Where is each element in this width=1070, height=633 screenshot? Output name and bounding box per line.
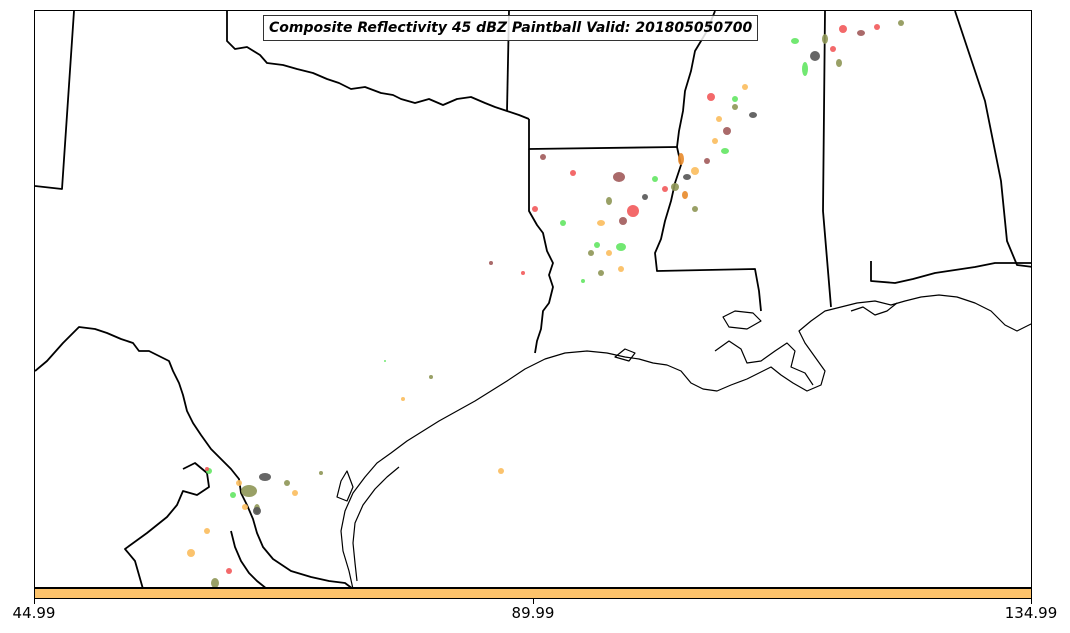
storm-cell bbox=[581, 279, 585, 283]
storm-cell bbox=[682, 191, 688, 199]
storm-cell bbox=[230, 492, 236, 498]
border-nm-tx bbox=[35, 11, 75, 190]
storm-cell bbox=[521, 271, 525, 275]
storm-cell bbox=[619, 217, 627, 225]
colorbar-tick-label-1: 89.99 bbox=[511, 604, 555, 622]
state-borders bbox=[35, 11, 1031, 587]
storm-cell bbox=[652, 176, 658, 182]
storm-cell bbox=[588, 250, 594, 256]
storm-cell bbox=[211, 578, 219, 587]
storm-cell bbox=[597, 220, 605, 226]
border-al-fl bbox=[870, 261, 1031, 284]
border-mexico-states-2 bbox=[230, 530, 266, 587]
storm-cell bbox=[606, 250, 612, 256]
storm-cell bbox=[732, 104, 738, 110]
map-title: Composite Reflectivity 45 dBZ Paintball … bbox=[263, 15, 759, 41]
storm-cell bbox=[704, 158, 710, 164]
storm-cell bbox=[204, 528, 210, 534]
storm-cell bbox=[401, 397, 405, 401]
storm-cell bbox=[613, 172, 625, 182]
storm-cell bbox=[292, 490, 298, 496]
border-ms-al bbox=[822, 11, 832, 308]
storm-cell bbox=[284, 480, 290, 486]
storm-cell bbox=[187, 549, 195, 557]
border-rio-grande bbox=[35, 326, 352, 587]
colorbar bbox=[34, 588, 1032, 599]
storm-cell bbox=[742, 84, 748, 90]
border-mississippi bbox=[654, 11, 762, 312]
storm-cell bbox=[857, 30, 865, 36]
storm-cell bbox=[242, 504, 248, 510]
border-al-ga bbox=[954, 11, 1031, 268]
storm-cell bbox=[429, 375, 433, 379]
map-panel bbox=[34, 10, 1032, 588]
coast-lake bbox=[722, 310, 762, 330]
storm-cell bbox=[749, 112, 757, 118]
storm-cell bbox=[791, 38, 799, 44]
storm-cell bbox=[723, 127, 731, 135]
storm-cell bbox=[616, 243, 626, 251]
storm-cell bbox=[226, 568, 232, 574]
storm-cell bbox=[662, 186, 668, 192]
coast-fl-bay bbox=[850, 302, 898, 316]
storm-cell bbox=[716, 116, 722, 122]
storm-cell bbox=[205, 467, 209, 471]
map-canvas bbox=[35, 11, 1031, 587]
storm-cell bbox=[618, 266, 624, 272]
coast-delta bbox=[714, 340, 814, 386]
storm-cell bbox=[874, 24, 880, 30]
coast-barrier bbox=[352, 466, 400, 582]
storm-cell bbox=[721, 148, 729, 154]
colorbar-tick-0 bbox=[34, 599, 35, 604]
colorbar-tick-label-2: 134.99 bbox=[1004, 604, 1058, 622]
storm-cell bbox=[498, 468, 504, 474]
border-tx-la bbox=[528, 149, 554, 354]
storm-cell bbox=[236, 480, 242, 486]
border-mexico-states bbox=[124, 462, 210, 587]
storm-cell bbox=[802, 62, 808, 76]
storm-cell bbox=[683, 174, 691, 180]
storm-cell bbox=[678, 153, 684, 165]
storm-cell bbox=[810, 51, 820, 61]
storm-cell bbox=[606, 197, 612, 205]
storm-cell bbox=[839, 25, 847, 33]
colorbar-tick-1 bbox=[533, 599, 534, 604]
colorbar-tick-2 bbox=[1031, 599, 1032, 604]
storm-cell bbox=[822, 34, 828, 44]
storm-cell bbox=[691, 167, 699, 175]
storm-cell bbox=[598, 270, 604, 276]
storm-cell bbox=[712, 138, 718, 144]
storm-cell bbox=[532, 206, 538, 212]
colorbar-tick-label-0: 44.99 bbox=[12, 604, 56, 622]
storm-cell bbox=[259, 473, 271, 481]
storm-cell bbox=[627, 205, 639, 217]
storm-cell bbox=[671, 183, 679, 191]
coast-laguna bbox=[336, 470, 354, 502]
storm-cell bbox=[642, 194, 648, 200]
storm-cell bbox=[692, 206, 698, 212]
storm-cell bbox=[830, 46, 836, 52]
storm-cell bbox=[560, 220, 566, 226]
storm-cell bbox=[540, 154, 546, 160]
coast-gulf bbox=[340, 294, 1031, 587]
storm-cell bbox=[241, 485, 257, 497]
storm-cell bbox=[319, 471, 323, 475]
storm-cell bbox=[489, 261, 493, 265]
coastline bbox=[336, 294, 1031, 587]
storm-cell bbox=[836, 59, 842, 67]
border-ar-la bbox=[528, 119, 678, 150]
storm-cell bbox=[253, 507, 261, 515]
border-red-river bbox=[226, 11, 530, 120]
storm-cell bbox=[898, 20, 904, 26]
storm-cell bbox=[594, 242, 600, 248]
storm-cells bbox=[187, 20, 904, 587]
storm-cell bbox=[732, 96, 738, 102]
storm-cell bbox=[384, 360, 386, 362]
storm-cell bbox=[707, 93, 715, 101]
storm-cell bbox=[570, 170, 576, 176]
coast-inlet bbox=[614, 348, 636, 362]
